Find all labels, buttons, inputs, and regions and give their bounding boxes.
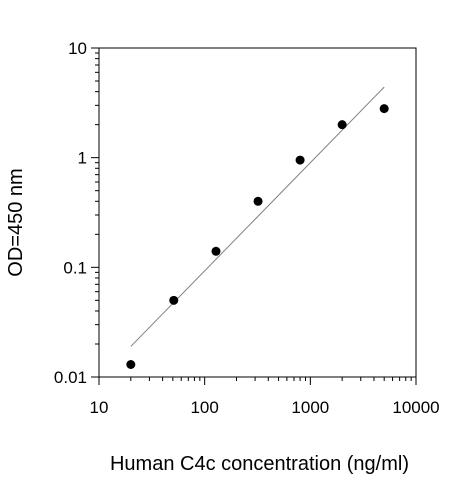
data-point [169,295,179,305]
data-points [126,104,389,370]
x-axis-title: Human C4c concentration (ng/ml) [110,453,409,475]
y-tick-label: 1 [78,149,87,168]
x-tick-label: 1000 [291,398,329,417]
x-axis: 10 100 1000 10000 [90,377,440,417]
data-point [379,104,389,114]
plot-frame [98,47,417,378]
plot-area [98,47,417,378]
x-tick-label: 10 [90,398,109,417]
x-tick-label: 100 [190,398,218,417]
y-tick-label: 0.1 [63,258,87,277]
y-tick-label: 10 [68,39,87,58]
data-point [126,360,136,370]
x-tick-label: 10000 [392,398,439,417]
data-point [337,120,347,130]
y-axis-title: OD=450 nm [5,168,27,276]
data-point [253,196,263,206]
data-point [211,246,221,256]
data-point [295,155,305,165]
y-axis: 0.01 0.1 1 10 [54,39,99,387]
y-tick-label: 0.01 [54,368,87,387]
